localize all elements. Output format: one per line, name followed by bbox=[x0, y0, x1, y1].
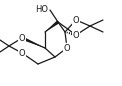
Text: O: O bbox=[19, 34, 25, 42]
Text: O: O bbox=[19, 49, 25, 58]
Polygon shape bbox=[45, 21, 59, 32]
Text: O: O bbox=[64, 44, 70, 52]
Polygon shape bbox=[21, 36, 45, 48]
Text: O: O bbox=[73, 15, 79, 25]
Text: HO: HO bbox=[35, 4, 48, 14]
Text: O: O bbox=[73, 31, 79, 39]
